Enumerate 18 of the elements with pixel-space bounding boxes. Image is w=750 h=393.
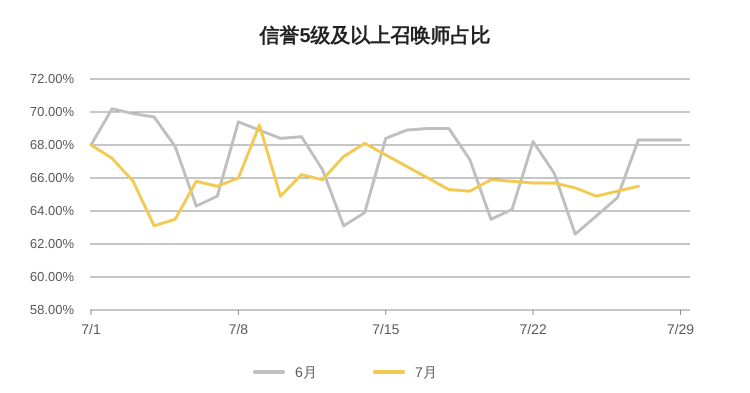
y-tick-label: 72.00% [30,71,74,86]
line-series [90,124,640,228]
line-series [90,107,682,236]
legend-label: 7月 [415,364,437,380]
legend-label: 6月 [295,364,317,380]
y-tick-label: 60.00% [30,269,74,284]
x-tick-label: 7/8 [228,321,248,337]
y-tick-label: 70.00% [30,104,74,119]
x-tick-label: 7/1 [81,321,101,337]
y-tick-label: 66.00% [30,170,74,185]
x-tick-label: 7/15 [372,321,400,337]
x-tick-label: 7/22 [519,321,547,337]
chart-title: 信誉5级及以上召唤师占比 [258,24,491,47]
x-tick-label: 7/29 [666,321,694,337]
y-tick-label: 62.00% [30,236,74,251]
y-tick-label: 64.00% [30,203,74,218]
y-tick-label: 58.00% [30,302,74,317]
y-tick-label: 68.00% [30,137,74,152]
